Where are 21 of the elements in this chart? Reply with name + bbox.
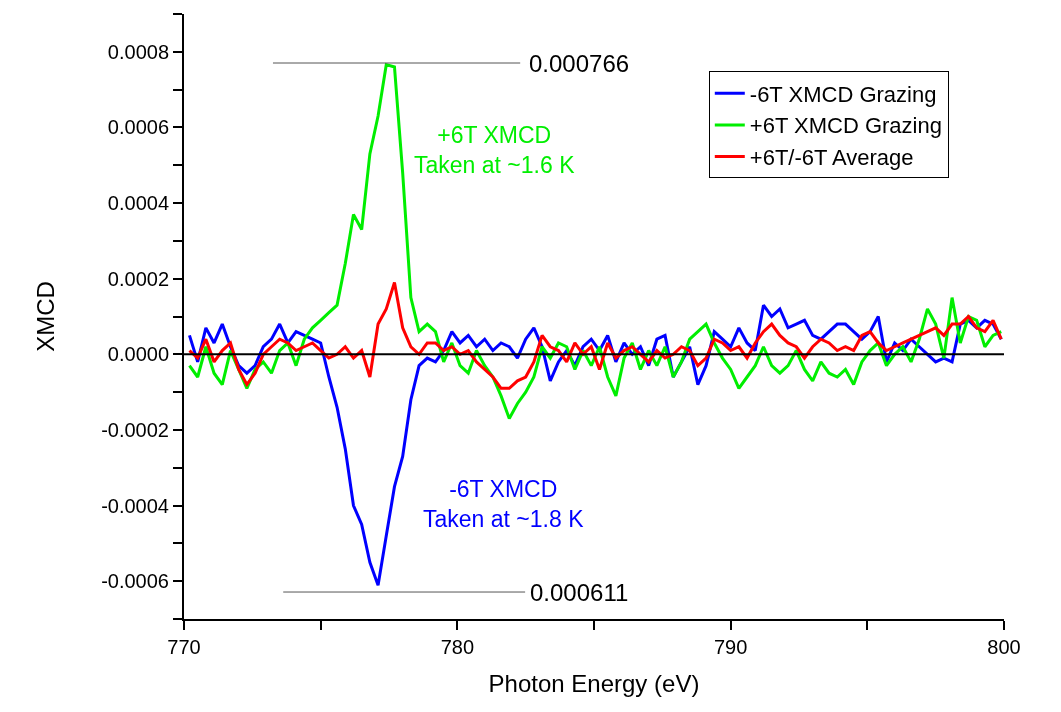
legend-label: +6T/-6T Average [749,145,914,171]
y-tick-label: 0.0004 [107,192,169,215]
y-tick-label: 0.0000 [107,343,169,366]
x-axis-title: Photon Energy (eV) [488,669,700,697]
y-tick-label: 0.0002 [107,267,169,290]
y-axis-title: XMCD [31,281,59,352]
annotation: 0.000766 [529,50,630,77]
annotation: +6T XMCD Taken at ~1.6 K [414,122,576,178]
x-tick-label: 780 [440,636,475,658]
annotation: -6T XMCD Taken at ~1.8 K [423,476,585,532]
x-tick-label: 800 [987,636,1021,658]
y-tick-label: 0.0006 [107,116,169,139]
legend-label: -6T XMCD Grazing [749,81,937,107]
y-tick-label: -0.0006 [101,570,169,593]
x-tick-label: 770 [167,636,201,658]
y-tick-label: -0.0004 [101,494,169,517]
legend-label: +6T XMCD Grazing [749,113,942,139]
y-tick-label: 0.0008 [107,40,169,63]
annotation: 0.000611 [530,579,629,606]
y-tick-label: -0.0002 [101,418,169,441]
x-tick-label: 790 [713,636,748,658]
